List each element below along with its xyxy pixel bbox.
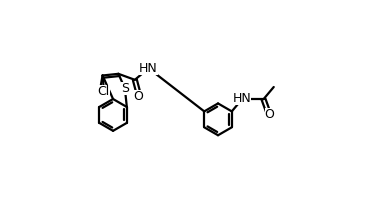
Text: S: S	[121, 82, 129, 95]
Text: HN: HN	[139, 62, 157, 75]
Text: O: O	[134, 90, 144, 103]
Text: Cl: Cl	[98, 85, 110, 98]
Text: HN: HN	[232, 92, 251, 105]
Text: O: O	[265, 108, 275, 121]
